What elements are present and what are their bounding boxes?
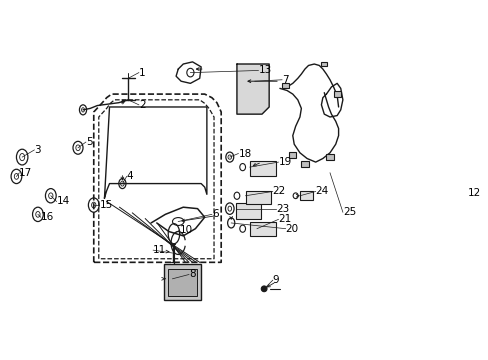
Text: 8: 8 (188, 270, 195, 279)
Bar (301, 161, 308, 167)
Text: 4: 4 (126, 171, 133, 181)
Bar (442, 186, 462, 200)
Text: 5: 5 (86, 137, 92, 147)
Text: 11: 11 (153, 245, 166, 255)
Text: 3: 3 (34, 145, 41, 155)
Bar (288, 152, 296, 158)
Ellipse shape (261, 286, 266, 292)
Text: 13: 13 (258, 66, 271, 76)
Text: 2: 2 (139, 100, 145, 110)
Bar (299, 192, 312, 200)
Bar (321, 62, 326, 66)
Polygon shape (237, 64, 268, 114)
Bar (163, 265, 201, 300)
Text: 25: 25 (342, 207, 355, 217)
Text: 6: 6 (211, 210, 218, 219)
Text: 22: 22 (272, 186, 285, 197)
Text: 1: 1 (139, 68, 145, 78)
Text: 20: 20 (285, 224, 298, 234)
Text: 9: 9 (272, 275, 279, 285)
Bar (245, 191, 270, 204)
Bar (168, 269, 197, 296)
Bar (333, 91, 340, 97)
Text: 24: 24 (315, 186, 328, 197)
Text: 7: 7 (282, 75, 288, 85)
Text: 18: 18 (238, 149, 251, 158)
Bar (282, 83, 288, 88)
Text: 12: 12 (467, 188, 480, 198)
Text: 14: 14 (57, 197, 70, 207)
Bar (326, 154, 333, 160)
Bar (235, 203, 260, 219)
Text: 23: 23 (276, 204, 289, 213)
Text: 21: 21 (278, 214, 291, 224)
Text: 15: 15 (99, 200, 113, 210)
Bar (249, 161, 275, 176)
Text: 10: 10 (179, 225, 192, 235)
Text: 19: 19 (278, 157, 291, 167)
Bar (249, 221, 275, 236)
Text: 16: 16 (41, 212, 54, 222)
Text: 17: 17 (19, 168, 33, 178)
